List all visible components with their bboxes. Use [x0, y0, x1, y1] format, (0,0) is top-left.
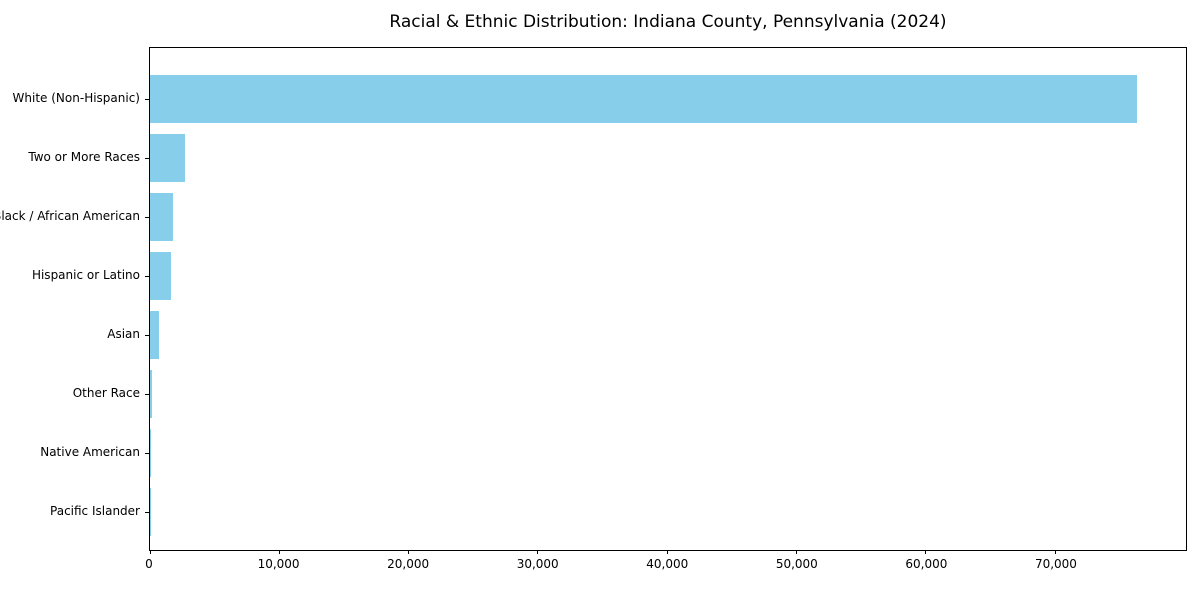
y-tick-mark	[145, 99, 149, 100]
x-tick-mark	[666, 550, 668, 554]
bar	[150, 252, 171, 300]
y-tick-label: Black / African American	[0, 209, 140, 223]
x-tick-label: 70,000	[1034, 557, 1077, 571]
x-tick-label: 50,000	[775, 557, 818, 571]
bar	[150, 134, 185, 182]
y-tick-mark	[145, 217, 149, 218]
y-tick-label: Hispanic or Latino	[31, 268, 140, 282]
x-tick-mark	[149, 550, 151, 554]
bar	[150, 75, 1137, 123]
x-tick-label: 20,000	[387, 557, 430, 571]
x-tick-label: 0	[145, 557, 153, 571]
plot-area	[145, 47, 1187, 554]
bar	[150, 429, 151, 477]
y-tick-mark	[145, 394, 149, 395]
x-tick-mark	[925, 550, 927, 554]
y-tick-mark	[145, 158, 149, 159]
x-tick-label: 40,000	[646, 557, 689, 571]
x-tick-mark	[1054, 550, 1056, 554]
y-tick-mark	[145, 335, 149, 336]
y-tick-label: Asian	[107, 327, 140, 341]
x-tick-mark	[278, 550, 280, 554]
chart-title: Racial & Ethnic Distribution: Indiana Co…	[389, 12, 947, 32]
y-axis: White (Non-Hispanic) Two or More Races Bla…	[0, 47, 140, 551]
y-tick-mark	[145, 276, 149, 277]
y-tick-label: Native American	[40, 445, 140, 459]
bar	[150, 311, 160, 359]
x-tick-mark	[537, 550, 539, 554]
x-tick-label: 10,000	[257, 557, 300, 571]
x-tick-mark	[796, 550, 798, 554]
y-tick-label: Two or More Races	[28, 150, 140, 164]
bar	[150, 370, 152, 418]
y-tick-label: Other Race	[72, 386, 140, 400]
y-tick-label: White (Non-Hispanic)	[12, 91, 140, 105]
y-tick-mark	[145, 512, 149, 513]
y-tick-mark	[145, 453, 149, 454]
y-tick-label: Pacific Islander	[50, 504, 140, 518]
x-tick-label: 60,000	[905, 557, 948, 571]
x-tick-mark	[408, 550, 410, 554]
x-tick-label: 30,000	[516, 557, 559, 571]
bar	[150, 193, 174, 241]
x-axis: 0 10,000 20,000 30,000 40,000 50,000 60,000 70,…	[145, 557, 1187, 577]
